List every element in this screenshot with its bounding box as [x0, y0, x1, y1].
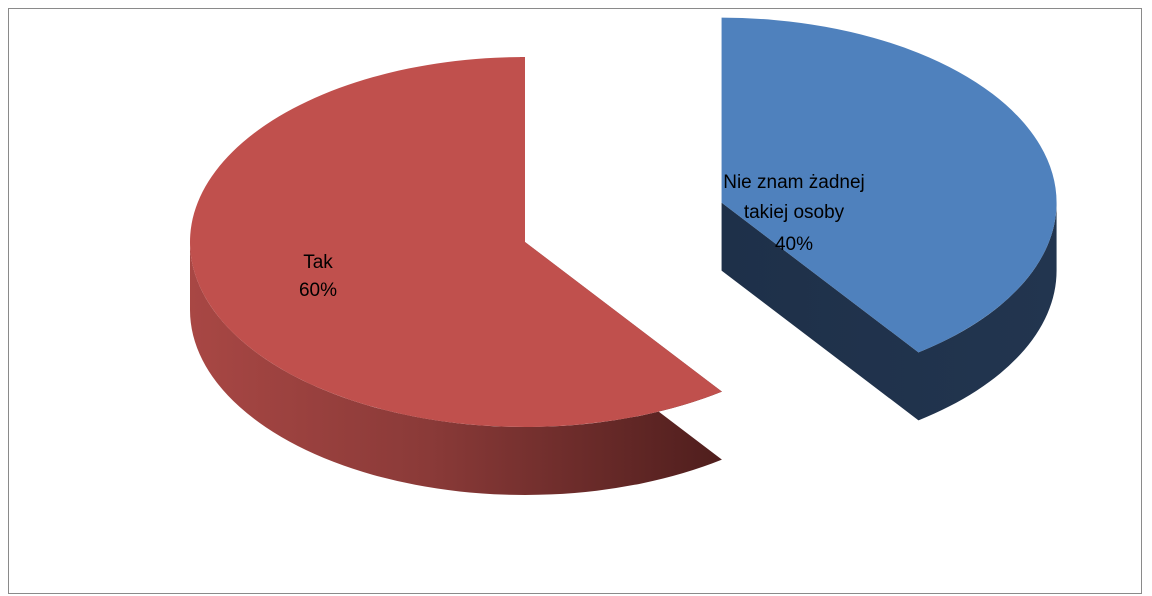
data-label-nie-znam-percent: 40% — [775, 234, 813, 255]
pie-slice-tak-top — [190, 57, 722, 427]
pie-slice-nie-znam-top — [721, 17, 1057, 353]
data-label-tak-percent: 60% — [299, 280, 337, 301]
pie-slice-nie-znam — [721, 17, 1057, 421]
data-label-tak: Tak — [303, 252, 333, 273]
pie-slice-nie-znam-depth — [721, 202, 1057, 421]
data-label-nie-znam-line2: takiej osoby — [744, 202, 845, 223]
data-label-nie-znam-line1: Nie znam żadnej — [723, 172, 865, 193]
pie-slice-tak — [190, 57, 722, 496]
